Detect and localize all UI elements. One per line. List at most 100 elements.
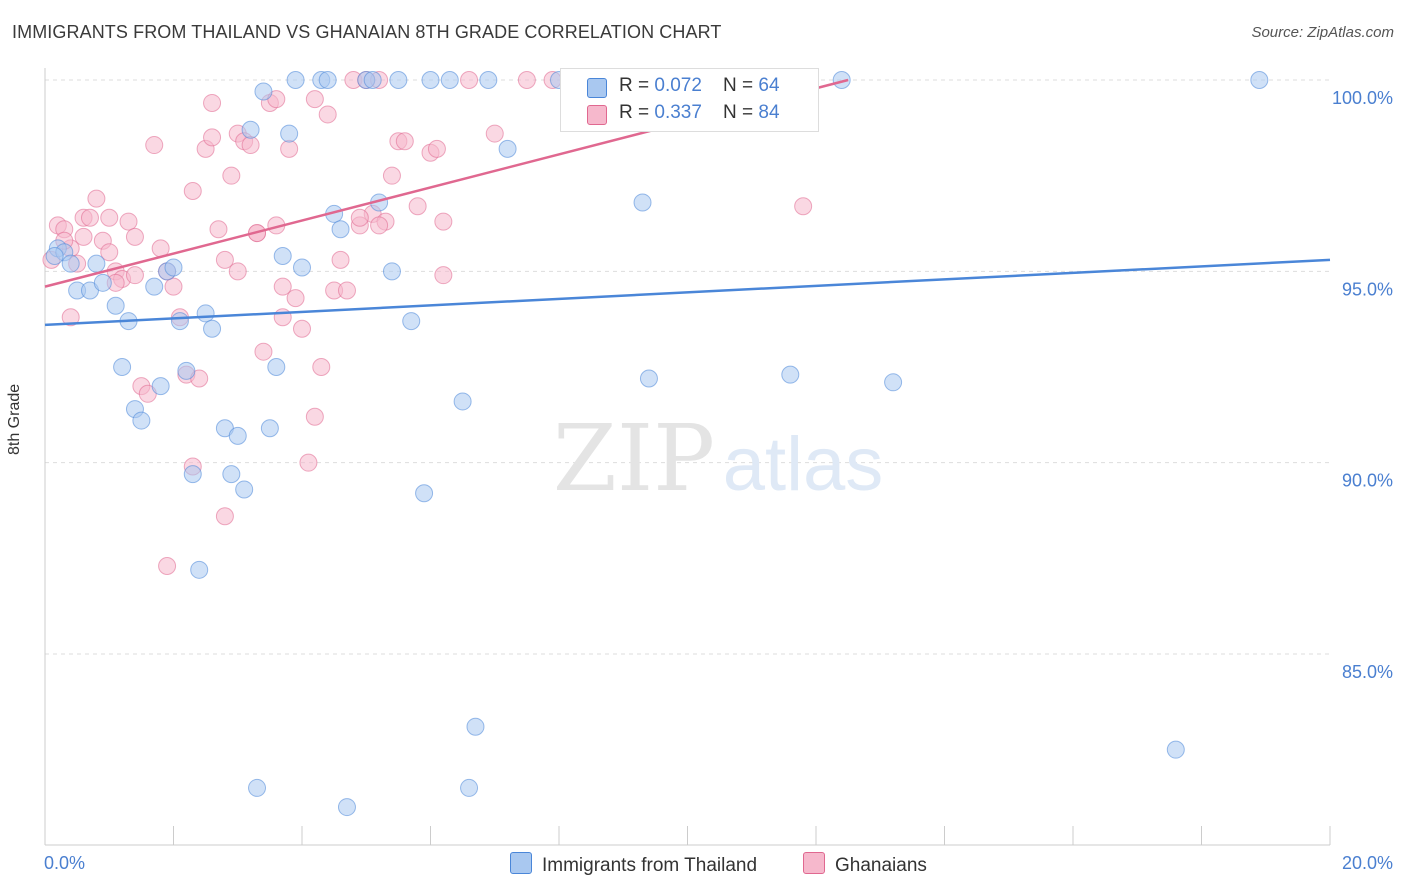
ghanaian-point [228, 262, 247, 281]
ghanaian-point [100, 208, 119, 227]
ghanaian-point [241, 136, 260, 155]
x-tick-label: 20.0% [1342, 853, 1393, 873]
thailand-point [273, 247, 292, 266]
thailand-point [466, 717, 485, 736]
bottom-legend-swatch-thailand [510, 852, 532, 874]
thailand-point [318, 71, 337, 89]
watermark-atlas: atlas [723, 422, 884, 507]
thailand-point [235, 480, 254, 499]
legend-r-value: 0.337 [654, 102, 702, 123]
thailand-point [639, 369, 658, 388]
y-axis-label: 8th Grade [6, 383, 23, 455]
ghanaian-point [434, 212, 453, 231]
ghanaian-point [794, 197, 813, 216]
bottom-legend-label-ghanaians: Ghanaians [835, 855, 927, 876]
ghanaian-point [299, 453, 318, 472]
legend-r-value: 0.072 [654, 75, 702, 96]
ghanaian-point [395, 132, 414, 151]
bottom-legend-swatch-ghanaians [803, 852, 825, 874]
thailand-point [363, 71, 382, 89]
thailand-point [151, 377, 170, 396]
ghanaian-point [222, 166, 241, 185]
thailand-point [222, 465, 241, 484]
ghanaian-point [87, 189, 106, 208]
thailand-point [260, 419, 279, 438]
thailand-point [45, 247, 64, 266]
legend-r-label: R = [619, 75, 655, 96]
ghanaian-point [517, 71, 536, 89]
thailand-point [781, 365, 800, 384]
thailand-point [421, 71, 440, 89]
ghanaian-point [158, 556, 177, 575]
thailand-point [132, 411, 151, 430]
thailand-point [228, 426, 247, 445]
ghanaian-point [382, 166, 401, 185]
y-tick-label: 95.0% [1342, 279, 1393, 299]
thailand-point [164, 258, 183, 277]
ghanaian-point [164, 277, 183, 296]
ghanaian-point [305, 407, 324, 426]
legend-r-label: R = [619, 102, 655, 123]
ghanaian-point [209, 220, 228, 239]
thailand-point [331, 220, 350, 239]
ghanaian-point [80, 208, 99, 227]
ghanaian-point [61, 308, 80, 327]
tick-labels: 100.0% 95.0% 90.0% 85.0% 0.0% 20.0% [44, 88, 1393, 873]
thailand-point [337, 798, 356, 817]
thailand-point [183, 465, 202, 484]
ghanaian-point [286, 289, 305, 308]
ghanaian-point [434, 266, 453, 285]
legend-swatch-ghanaians [587, 105, 607, 125]
thailand-point [61, 254, 80, 273]
ghanaian-point [273, 308, 292, 327]
thailand-point [203, 319, 222, 338]
ghanaian-point [312, 358, 331, 376]
thailand-point [884, 373, 903, 392]
ghanaian-point [427, 139, 446, 158]
thailand-point [1166, 740, 1185, 759]
thailand-point [832, 71, 851, 89]
thailand-point [106, 296, 125, 315]
ghanaian-point [125, 227, 144, 246]
thailand-point [382, 262, 401, 281]
ghanaian-point [203, 93, 222, 112]
chart-title: IMMIGRANTS FROM THAILAND VS GHANAIAN 8TH… [12, 22, 722, 42]
thailand-point [190, 560, 209, 579]
ghanaian-point [100, 243, 119, 262]
ghanaian-point [408, 197, 427, 216]
thailand-point [293, 258, 311, 277]
ghanaian-point [350, 208, 369, 227]
ghanaian-point [254, 342, 273, 361]
thailand-point [87, 254, 106, 273]
legend-n-label: N = [723, 102, 759, 123]
ghanaian-point [119, 212, 138, 231]
ghanaian-point [485, 124, 504, 143]
legend-swatch-thailand [587, 78, 607, 98]
thailand-point [267, 358, 286, 376]
x-tick-label: 0.0% [44, 853, 85, 873]
bottom-legend-ghanaians: Ghanaians [803, 852, 927, 877]
thailand-point [402, 312, 421, 331]
source-credit: Source: ZipAtlas.com [1251, 24, 1394, 41]
legend-n-value: 64 [758, 75, 780, 96]
thailand-point [440, 71, 459, 89]
thailand-point [389, 71, 408, 89]
thailand-point [241, 120, 260, 139]
thailand-point [93, 273, 112, 292]
bottom-legend-label-thailand: Immigrants from Thailand [542, 855, 758, 876]
grid-lines [45, 79, 1330, 655]
ghanaian-point [305, 90, 324, 109]
ghanaian-point [331, 250, 350, 269]
y-tick-label: 90.0% [1342, 471, 1393, 491]
thailand-point [498, 139, 517, 158]
ghanaian-point [318, 105, 337, 124]
ghanaian-point [203, 128, 222, 147]
bottom-legend-thailand: Immigrants from Thailand [510, 852, 757, 877]
thailand-point [1250, 71, 1269, 89]
thailand-point [254, 82, 273, 101]
ghanaian-point [337, 281, 356, 300]
ghanaian-point [183, 181, 202, 200]
y-tick-label: 100.0% [1332, 88, 1393, 108]
ghanaian-point [460, 71, 479, 89]
